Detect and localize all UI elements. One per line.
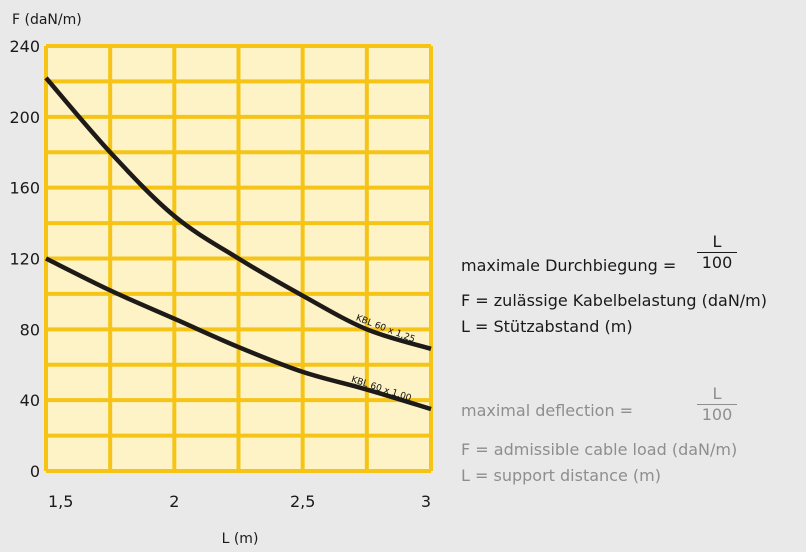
x-axis-ticks: 1,5 2 2,5 3: [48, 492, 431, 511]
y-axis-label: F (daN/m): [12, 12, 82, 28]
x-tick-label: 2,5: [290, 492, 315, 511]
deflection-chart: 0 40 80 120 160 200 240 1,5 2 2,5 3 F (daN/m) L (…: [9, 12, 433, 547]
curves: [44, 76, 432, 412]
y-tick-label: 240: [9, 37, 40, 56]
y-tick-label: 200: [9, 108, 40, 127]
deflection-fraction-en: L 100: [697, 386, 737, 423]
deflection-label-en: maximal deflection =: [461, 401, 634, 420]
f-definition: F = zulässige Kabelbelastung (daN/m): [461, 291, 768, 310]
series-line-1: [44, 76, 432, 351]
x-tick-label: 1,5: [48, 492, 73, 511]
grid-lines: [44, 44, 433, 473]
fraction-numerator: L: [712, 232, 722, 251]
fraction-denominator-en: 100: [701, 405, 733, 425]
y-tick-label: 80: [20, 320, 40, 339]
deflection-formula: maximale Durchbiegung =: [461, 258, 676, 274]
x-axis-label: L (m): [222, 531, 259, 547]
l-definition: L = Stützabstand (m): [461, 317, 633, 336]
x-tick-label: 3: [421, 492, 431, 511]
f-definition-en: F = admissible cable load (daN/m): [461, 440, 738, 459]
y-tick-label: 40: [20, 391, 40, 410]
y-tick-label: 160: [9, 179, 40, 198]
l-definition-en: L = support distance (m): [461, 466, 661, 485]
deflection-formula-en: maximal deflection =: [461, 403, 633, 419]
series-line-2: [44, 256, 432, 412]
y-tick-label: 0: [30, 462, 40, 481]
y-axis-ticks: 0 40 80 120 160 200 240: [9, 37, 40, 481]
deflection-label: maximale Durchbiegung =: [461, 256, 677, 275]
y-tick-label: 120: [9, 250, 40, 269]
x-tick-label: 2: [169, 492, 179, 511]
deflection-fraction: L 100: [697, 234, 737, 271]
fraction-numerator-en: L: [712, 384, 722, 403]
fraction-bar: [697, 252, 737, 254]
fraction-denominator: 100: [701, 253, 733, 273]
fraction-bar-en: [697, 404, 737, 406]
